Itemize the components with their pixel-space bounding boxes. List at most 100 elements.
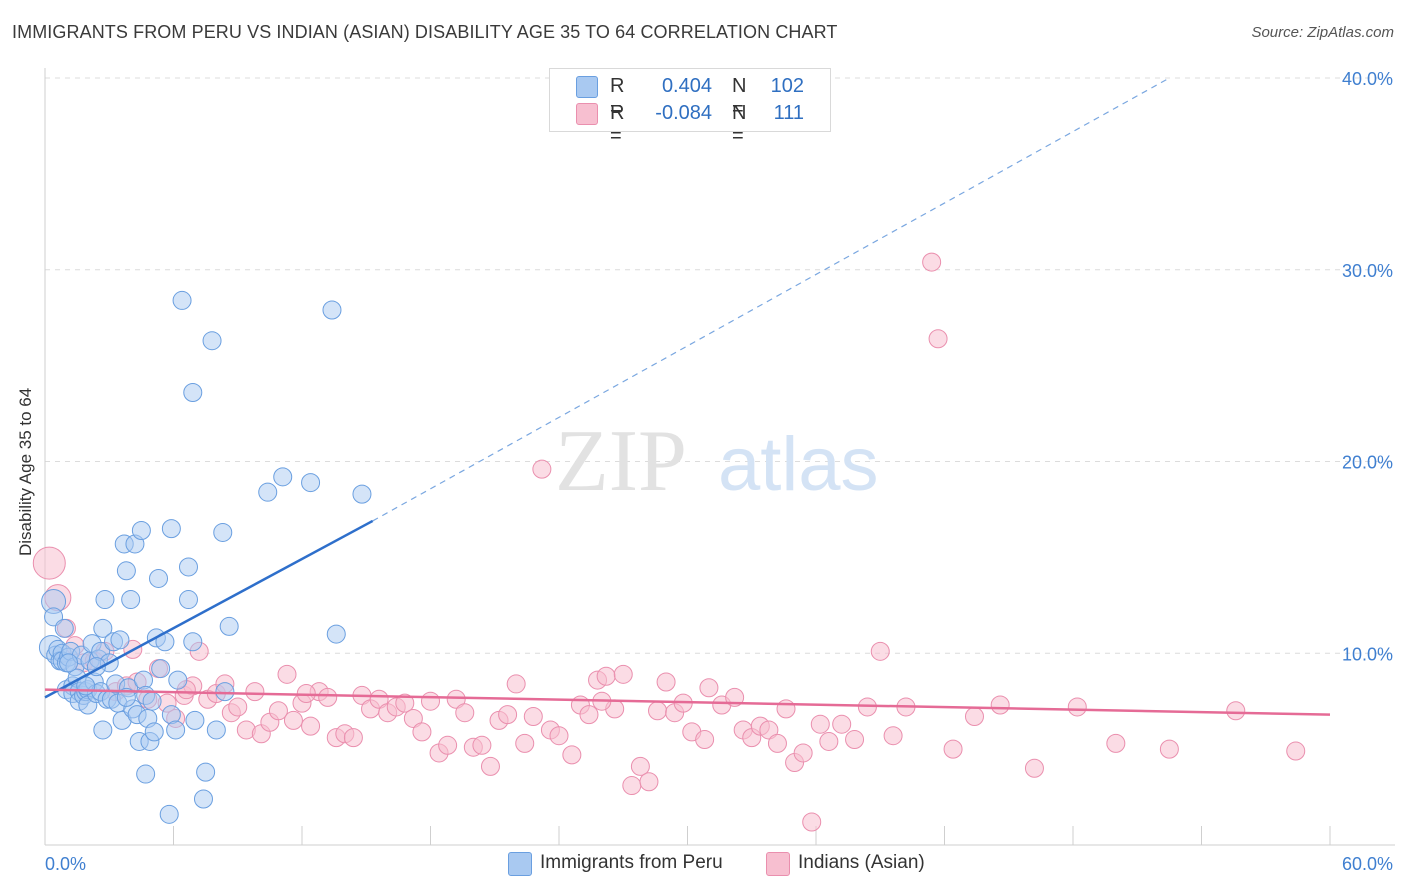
point-peru: [258, 482, 278, 502]
point-indian-asian: [228, 697, 248, 717]
point-indian-asian: [819, 731, 839, 751]
point-indian-asian: [421, 691, 440, 711]
point-indian-asian: [579, 705, 599, 725]
point-indian-asian: [845, 730, 865, 750]
point-indian-asian: [1106, 733, 1126, 753]
point-peru: [322, 300, 342, 320]
point-peru: [149, 568, 169, 588]
point-indian-asian: [523, 707, 543, 727]
point-indian-asian: [767, 733, 787, 753]
legend-n-label: N =: [732, 75, 747, 120]
point-peru: [110, 630, 130, 650]
point-indian-asian: [883, 726, 903, 746]
y-tick-label: 20.0%: [1342, 453, 1393, 473]
point-indian-asian: [268, 701, 288, 721]
point-indian-asian: [759, 720, 779, 740]
y-tick-label: 30.0%: [1342, 261, 1393, 281]
legend-n-value: 102: [770, 75, 804, 97]
point-indian-asian: [622, 776, 642, 796]
point-indian-asian: [245, 682, 265, 702]
point-indian-asian: [810, 714, 830, 734]
point-indian-asian: [695, 730, 715, 750]
legend-r-value: -0.084: [655, 102, 712, 124]
point-peru: [136, 764, 156, 784]
point-peru: [185, 710, 205, 730]
point-peru: [273, 467, 293, 487]
point-peru: [142, 691, 162, 711]
point-indian-asian: [532, 459, 552, 479]
y-tick-label: 10.0%: [1342, 644, 1393, 664]
point-indian-asian: [301, 716, 321, 736]
point-peru: [206, 720, 226, 740]
point-peru: [54, 618, 74, 638]
watermark-zip: ZIP: [555, 413, 687, 510]
point-peru: [193, 789, 213, 809]
point-indian-asian: [343, 728, 363, 748]
point-peru: [168, 670, 188, 690]
point-peru: [183, 382, 203, 402]
trend-line-indian-asian: [44, 688, 1331, 716]
point-indian-asian: [656, 672, 676, 692]
point-peru: [183, 632, 203, 652]
point-peru: [166, 720, 186, 740]
point-indian-asian: [32, 546, 66, 580]
point-indian-asian: [455, 703, 475, 723]
legend-swatch-indian: [766, 852, 790, 876]
axes: [44, 68, 1395, 846]
point-indian-asian: [596, 666, 616, 686]
point-indian-asian: [369, 689, 389, 709]
point-peru: [326, 624, 346, 644]
point-peru: [131, 521, 151, 541]
point-indian-asian: [1159, 739, 1179, 759]
point-indian-asian: [480, 756, 500, 776]
point-indian-asian: [870, 641, 890, 661]
point-indian-asian: [802, 812, 822, 832]
point-indian-asian: [506, 674, 526, 694]
point-indian-asian: [793, 743, 813, 763]
point-peru: [352, 484, 372, 504]
point-indian-asian: [1067, 697, 1087, 717]
x-tick-label: 60.0%: [1342, 854, 1393, 874]
point-indian-asian: [1226, 701, 1246, 721]
y-tick-label: 40.0%: [1342, 69, 1393, 89]
point-peru: [93, 618, 113, 638]
point-indian-asian: [498, 705, 518, 725]
point-peru: [213, 522, 233, 542]
series-indians-asian: [32, 252, 1306, 832]
trend-line-peru: [44, 519, 374, 699]
legend-label-indian: Indians (Asian): [798, 852, 925, 873]
point-peru: [159, 804, 179, 824]
point-peru: [151, 659, 171, 679]
correlation-legend: R = 0.404 N = 102 R = -0.084 N = 111: [549, 68, 831, 147]
legend-label-peru: Immigrants from Peru: [540, 852, 723, 873]
watermark-atlas: atlas: [718, 422, 879, 507]
point-indian-asian: [1286, 741, 1306, 761]
point-indian-asian: [928, 329, 948, 349]
point-peru: [95, 590, 115, 610]
point-indian-asian: [922, 252, 942, 272]
point-indian-asian: [549, 726, 569, 746]
legend-swatch-indian: [576, 103, 598, 125]
point-indian-asian: [395, 693, 415, 713]
point-indian-asian: [283, 710, 303, 730]
chart-title: IMMIGRANTS FROM PERU VS INDIAN (ASIAN) D…: [12, 22, 838, 42]
point-indian-asian: [648, 701, 668, 721]
y-axis-label: Disability Age 35 to 64: [16, 387, 35, 556]
point-peru: [144, 722, 164, 742]
point-indian-asian: [639, 772, 659, 792]
point-indian-asian: [472, 735, 492, 755]
point-peru: [121, 590, 141, 610]
point-indian-asian: [964, 707, 984, 727]
point-indian-asian: [438, 735, 458, 755]
point-peru: [219, 616, 239, 636]
point-peru: [93, 720, 113, 740]
point-peru: [178, 557, 198, 577]
point-peru: [59, 653, 79, 673]
point-indian-asian: [613, 664, 633, 684]
point-peru: [196, 762, 216, 782]
point-indian-asian: [515, 733, 535, 753]
point-peru: [172, 290, 192, 310]
point-peru: [202, 331, 222, 351]
legend-r-label: R =: [610, 75, 625, 120]
